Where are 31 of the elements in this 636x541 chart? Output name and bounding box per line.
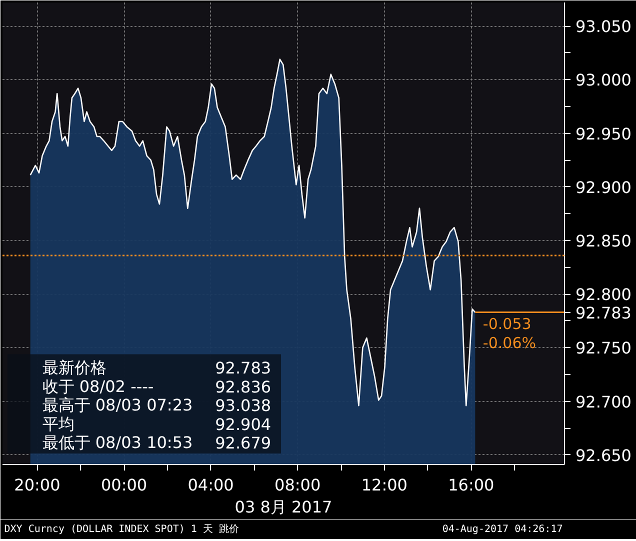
x-tick-label: 20:00 [14,476,60,494]
annotation: 92.904 [215,414,272,434]
annotation: 93.038 [215,396,272,416]
annotation: 92.836 [215,377,272,396]
annotation: 收于 08/02 ---- [42,376,154,396]
y-tick-label: 92.750 [576,338,632,358]
x-tick-label: 04:00 [188,476,234,494]
annotation: -0.06% [482,334,536,352]
x-tick-label: 00:00 [100,476,148,494]
text: DXY Curncy (DOLLAR INDEX SPOT) 1 天 跳价 [4,523,239,535]
x-axis-title: 03 8月 2017 [234,498,332,516]
annotation: 最新价格 [42,358,106,378]
y-tick-label: 92.700 [576,392,632,412]
y-tick-label: 92.650 [576,446,632,465]
y-tick-label: 92.900 [576,178,632,197]
x-tick-label: 08:00 [274,476,321,494]
annotation: -0.053 [482,315,532,334]
y-tick-label: 92.950 [576,124,632,144]
annotation: 平均 [42,414,74,434]
y-tick-label: 93.050 [576,17,632,36]
x-tick-label: 12:00 [361,476,408,494]
annotation: 最低于 08/03 10:53 [42,432,193,452]
annotation: 92.783 [215,358,272,378]
y-tick-label: 93.000 [576,70,632,90]
y-tick-label: 92.850 [576,231,632,250]
annotation: 最高于 08/03 07:23 [42,396,193,415]
x-tick-label: 16:00 [448,476,494,494]
text: 04-Aug-2017 04:26:17 [442,524,563,535]
annotation: 92.679 [215,433,272,452]
ref-line-label: 92.783 [576,303,632,322]
y-tick-label: 92.800 [576,285,632,304]
